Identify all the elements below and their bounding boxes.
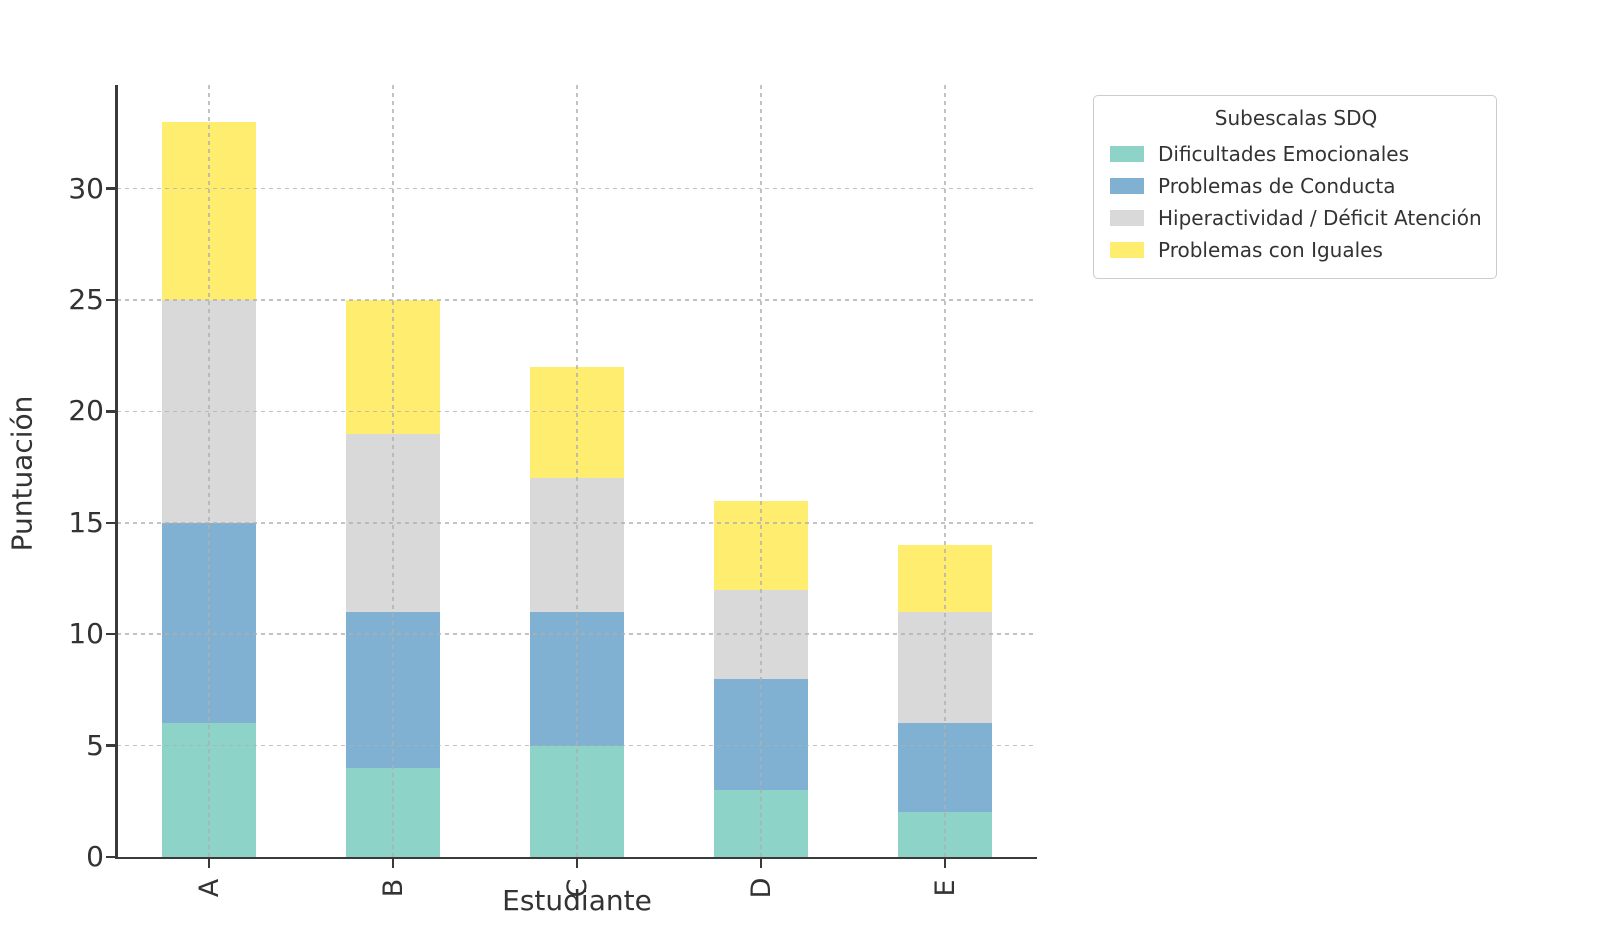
v-gridline-E [944, 85, 946, 857]
plot-area [115, 85, 1037, 859]
legend-item-label: Dificultades Emocionales [1158, 142, 1410, 166]
x-axis-label: Estudiante [502, 884, 652, 917]
v-gridline-B [392, 85, 394, 857]
x-tick-A [207, 859, 211, 868]
y-tick-30 [106, 187, 115, 190]
x-tick-B [391, 859, 395, 868]
legend-items: Dificultades Emocionales Problemas de Con… [1110, 138, 1482, 266]
legend-item-label: Hiperactividad / Déficit Atención [1158, 206, 1482, 230]
legend-item-label: Problemas con Iguales [1158, 238, 1383, 262]
x-tick-E [943, 859, 947, 868]
y-tick-20 [106, 410, 115, 413]
legend-swatch [1110, 242, 1144, 258]
y-tick-label-20: 20 [68, 394, 104, 428]
v-gridline-C [576, 85, 578, 857]
v-gridline-D [760, 85, 762, 857]
legend-swatch [1110, 210, 1144, 226]
y-tick-label-5: 5 [86, 728, 104, 762]
y-tick-15 [106, 521, 115, 525]
v-gridline-A [208, 85, 210, 857]
x-tick-C [575, 859, 579, 868]
x-axis-spine [115, 856, 1037, 859]
legend-item: Dificultades Emocionales [1110, 138, 1482, 170]
legend-item-label: Problemas de Conducta [1158, 174, 1396, 198]
legend-swatch [1110, 178, 1144, 194]
y-tick-0 [106, 855, 115, 859]
legend: Subescalas SDQ Dificultades Emocionales P… [1093, 95, 1497, 279]
legend-item: Problemas de Conducta [1110, 170, 1482, 202]
x-tick-D [759, 859, 763, 868]
y-axis-label: Puntuación [5, 395, 39, 552]
y-tick-5 [106, 744, 115, 747]
y-tick-25 [106, 298, 115, 302]
legend-item: Hiperactividad / Déficit Atención [1110, 202, 1482, 234]
y-tick-label-25: 25 [68, 283, 104, 316]
y-axis-spine [115, 85, 118, 857]
y-tick-label-10: 10 [68, 617, 104, 651]
legend-item: Problemas con Iguales [1110, 234, 1482, 266]
y-tick-label-30: 30 [68, 171, 104, 205]
y-tick-label-15: 15 [68, 505, 104, 539]
legend-swatch [1110, 146, 1144, 162]
y-tick-label-0: 0 [86, 840, 104, 873]
y-tick-10 [106, 632, 115, 636]
legend-title: Subescalas SDQ [1214, 106, 1378, 130]
